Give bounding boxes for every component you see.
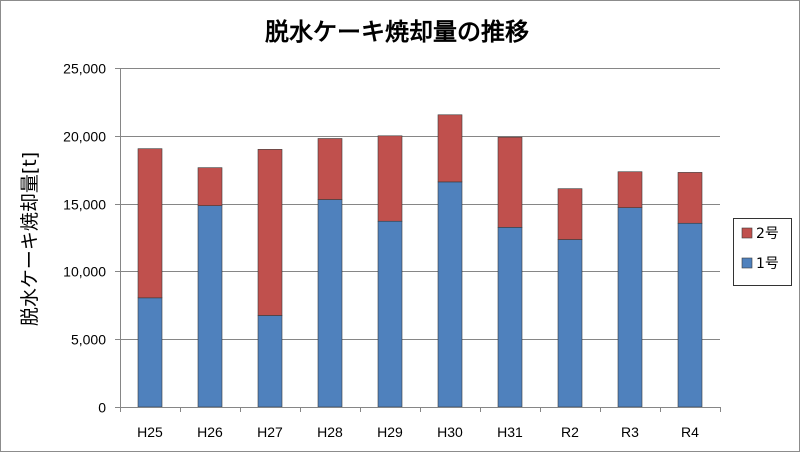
bar-segment (617, 207, 643, 408)
y-tick-label: 5,000 (71, 332, 106, 348)
bar-segment (437, 181, 463, 408)
y-tick-label: 10,000 (63, 264, 106, 280)
x-tick-label: H26 (197, 424, 223, 440)
bars (137, 114, 703, 408)
x-tick-label: H31 (497, 424, 523, 440)
bar-segment (377, 220, 403, 408)
bar-segment (437, 114, 463, 183)
bar-segment (497, 227, 523, 408)
legend-swatch (741, 257, 753, 269)
bar-segment (257, 149, 283, 316)
bar-segment (197, 205, 223, 408)
bar-segment (137, 148, 163, 299)
bar-segment (497, 136, 523, 228)
bar-segment (137, 297, 163, 408)
x-tick-label: R3 (621, 424, 639, 440)
x-tick-label: H28 (317, 424, 343, 440)
y-tick-label: 15,000 (63, 197, 106, 213)
y-tick-label: 0 (98, 400, 106, 416)
y-tick-label: 25,000 (63, 61, 106, 77)
axes (115, 68, 721, 412)
bar-segment (557, 188, 583, 240)
legend-label: 1号 (756, 256, 779, 272)
legend-swatch (741, 227, 753, 239)
bar-segment (317, 199, 343, 408)
y-axis-label: 脱水ケーキ焼却量[t] (19, 152, 41, 326)
x-tick-label: H25 (137, 424, 163, 440)
bar-segment (557, 239, 583, 408)
x-tick-label: H29 (377, 424, 403, 440)
x-tick-label: R2 (561, 424, 579, 440)
y-tick-label: 20,000 (63, 129, 106, 145)
x-tick-label: H30 (437, 424, 463, 440)
x-tick-label: R4 (681, 424, 699, 440)
bar-segment (197, 167, 223, 206)
legend-label: 2号 (756, 226, 779, 242)
bar-segment (677, 172, 703, 224)
chart-title: 脱水ケーキ焼却量の推移 (265, 18, 529, 46)
bar-segment (617, 171, 643, 208)
bar-segment (317, 138, 343, 200)
bar-segment (377, 135, 403, 222)
bar-segment (257, 315, 283, 408)
tick-labels: 0 5,000 10,000 15,000 20,000 25,000 H25 H26 H27 H… (63, 61, 699, 441)
legend: 2号 1号 (733, 218, 792, 286)
bar-segment (677, 222, 703, 408)
x-tick-label: H27 (257, 424, 283, 440)
